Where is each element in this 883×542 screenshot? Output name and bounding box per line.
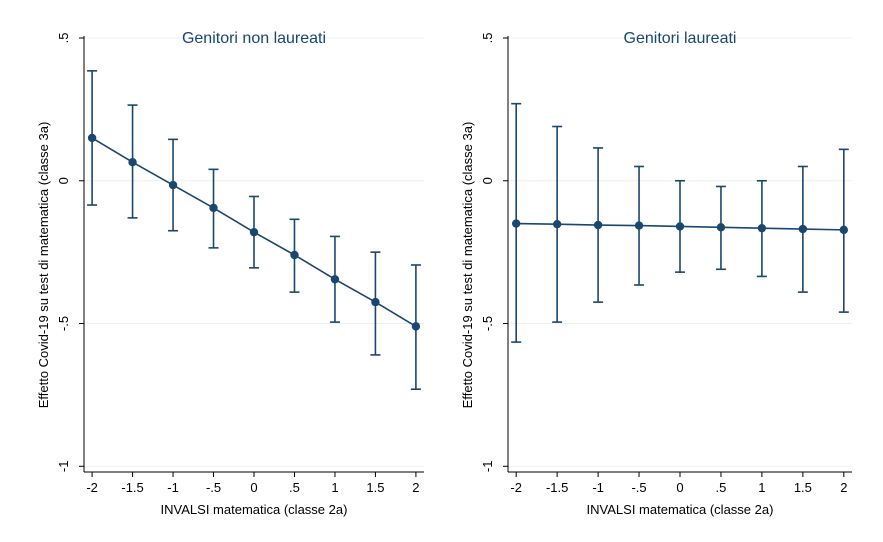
y-tick-label: -.5: [480, 316, 495, 331]
data-point: [411, 322, 421, 331]
x-tick-label: .5: [289, 480, 300, 495]
x-tick-label: 1: [331, 480, 338, 495]
y-tick-label: 0: [56, 177, 71, 184]
x-axis-label: INVALSI matematica (classe 2a): [587, 502, 774, 517]
x-tick-label: -2: [86, 480, 98, 495]
data-point: [511, 219, 521, 228]
chart-title: Genitori laureati: [624, 30, 737, 47]
y-tick-label: .5: [480, 33, 495, 44]
y-tick-label: -1: [56, 461, 71, 473]
data-point: [87, 133, 97, 143]
x-tick-label: -1.5: [546, 480, 568, 495]
x-tick-label: -.5: [206, 480, 221, 495]
data-point: [128, 158, 137, 167]
data-point: [839, 225, 849, 235]
data-point: [552, 219, 562, 229]
y-axis-label: Effetto Covid-19 su test di matematica (…: [36, 122, 51, 409]
x-tick-label: -1.5: [121, 480, 143, 495]
x-tick-label: -2: [510, 480, 522, 495]
x-tick-label: 2: [412, 480, 419, 495]
y-tick-label: -1: [480, 461, 495, 473]
x-tick-label: -.5: [631, 480, 646, 495]
x-tick-label: -1: [592, 480, 604, 495]
data-point: [209, 203, 218, 213]
x-tick-label: 1.5: [366, 480, 384, 495]
data-point: [798, 224, 808, 234]
x-tick-label: 1.5: [794, 480, 812, 495]
y-tick-label: -.5: [56, 316, 71, 331]
data-point: [716, 223, 726, 232]
x-tick-label: 0: [250, 480, 257, 495]
x-tick-label: -1: [167, 480, 179, 495]
data-point: [290, 250, 299, 260]
y-axis-label: Effetto Covid-19 su test di matematica (…: [460, 122, 475, 409]
data-point: [249, 227, 259, 237]
x-tick-label: 0: [676, 480, 683, 495]
y-tick-label: 0: [480, 177, 495, 184]
x-tick-label: 2: [840, 480, 847, 495]
data-point: [371, 297, 380, 307]
chart-title: Genitori non laureati: [182, 30, 326, 47]
x-tick-label: 1: [758, 480, 765, 495]
data-point: [634, 221, 644, 230]
data-point: [675, 222, 685, 231]
x-tick-label: .5: [716, 480, 727, 495]
data-point: [757, 223, 767, 233]
data-point: [593, 220, 603, 230]
data-point: [330, 275, 340, 284]
x-axis-label: INVALSI matematica (classe 2a): [161, 502, 348, 517]
y-tick-label: .5: [56, 33, 71, 44]
data-point: [168, 180, 178, 190]
